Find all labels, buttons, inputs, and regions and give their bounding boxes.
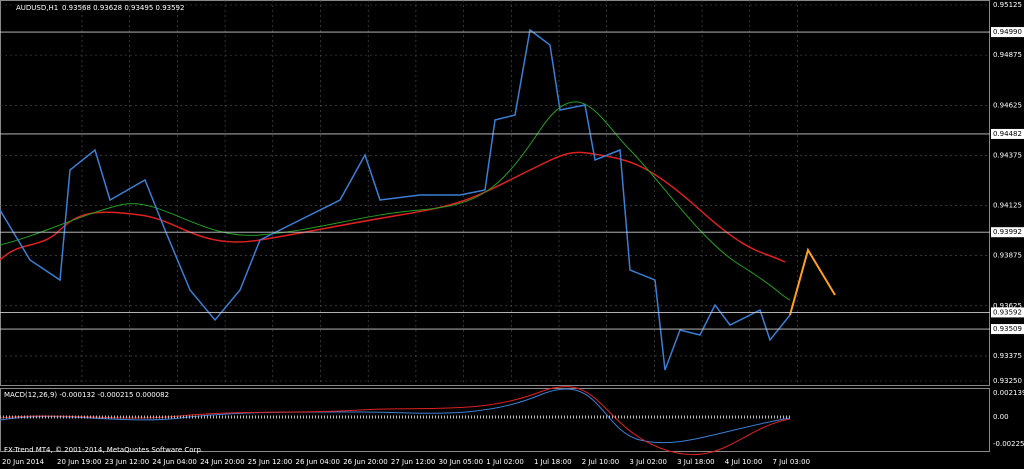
copyright: FX-Trend MT4, © 2001-2014, MetaQuotes So… [4,446,203,454]
price-label: 0.93992 [993,228,1022,236]
price-label: 0.94125 [993,202,1022,210]
time-label: 20 Jun 2014 [2,458,45,466]
macd-signal [0,388,791,444]
time-label: 7 Jul 03:00 [773,458,811,466]
time-label: 20 Jun 19:00 [57,458,101,466]
price-label: 0.94875 [993,51,1022,59]
price-label: 0.93875 [993,252,1022,260]
price-badge [991,227,1024,238]
price-label: 0.94482 [993,130,1022,138]
symbol: AUDUSD,H1 [16,4,58,12]
time-label: 3 Jul 02:00 [629,458,667,466]
time-label: 27 Jun 12:00 [391,458,435,466]
time-label: 26 Jun 04:00 [296,458,340,466]
price-label: 0.94990 [993,28,1022,36]
time-label: 1 Jul 18:00 [534,458,572,466]
grid [0,0,990,385]
macd-label: 0.00 [993,413,1009,421]
price-label: 0.93250 [993,377,1022,385]
quote: 0.93568 0.93628 0.93495 0.93592 [62,4,184,12]
time-label: 26 Jun 20:00 [343,458,387,466]
projection [789,247,836,316]
kijun-line [0,101,791,301]
price-label: 0.94375 [993,151,1022,159]
main-window-frame [0,0,990,386]
price-badge [991,307,1024,318]
price-label: 0.93375 [993,352,1022,360]
time-label: 30 Jun 05:00 [439,458,483,466]
macd-title: MACD(12,26,9) -0.000132 -0.000215 0.0000… [4,391,169,399]
price-badge [991,128,1024,139]
time-label: 4 Jul 10:00 [725,458,763,466]
time-label: 2 Jul 10:00 [582,458,620,466]
price-label: 0.93592 [993,308,1022,316]
time-label: 24 Jun 04:00 [152,458,196,466]
time-label: 3 Jul 18:00 [677,458,715,466]
price-line [0,28,791,371]
time-label: 23 Jun 12:00 [105,458,149,466]
macd-label: -0.002255 [993,440,1024,448]
macd-label: 0.002139 [993,389,1024,397]
time-label: 25 Jun 12:00 [248,458,292,466]
price-label: 0.95125 [993,1,1022,9]
time-label: 1 Jul 02:00 [486,458,524,466]
price-badge [991,27,1024,38]
price-label: 0.94625 [993,101,1022,109]
price-label: 0.93625 [993,302,1022,310]
time-label: 24 Jun 20:00 [200,458,244,466]
price-badge [991,324,1024,335]
price-label: 0.93509 [993,325,1022,333]
